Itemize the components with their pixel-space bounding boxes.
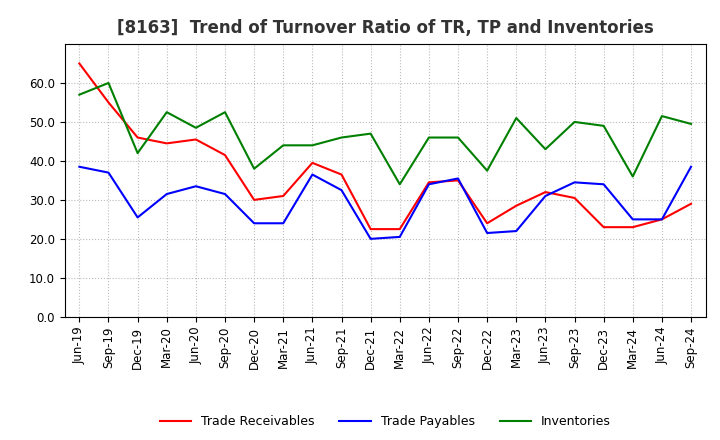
Trade Payables: [279, 220, 287, 226]
Trade Payables: [395, 234, 404, 239]
Trade Payables: [483, 231, 492, 236]
Trade Payables: [163, 191, 171, 197]
Trade Receivables: [512, 203, 521, 209]
Inventories: [541, 147, 550, 152]
Inventories: [483, 168, 492, 173]
Trade Receivables: [570, 195, 579, 201]
Line: Trade Receivables: Trade Receivables: [79, 63, 691, 229]
Trade Payables: [250, 220, 258, 226]
Trade Receivables: [454, 178, 462, 183]
Line: Trade Payables: Trade Payables: [79, 167, 691, 239]
Trade Payables: [308, 172, 317, 177]
Trade Receivables: [483, 220, 492, 226]
Inventories: [366, 131, 375, 136]
Trade Payables: [570, 180, 579, 185]
Trade Payables: [512, 228, 521, 234]
Trade Receivables: [279, 193, 287, 198]
Trade Receivables: [629, 224, 637, 230]
Inventories: [220, 110, 229, 115]
Inventories: [599, 123, 608, 128]
Inventories: [279, 143, 287, 148]
Trade Receivables: [220, 152, 229, 158]
Inventories: [395, 182, 404, 187]
Title: [8163]  Trend of Turnover Ratio of TR, TP and Inventories: [8163] Trend of Turnover Ratio of TR, TP…: [117, 19, 654, 37]
Trade Receivables: [687, 201, 696, 206]
Trade Receivables: [192, 137, 200, 142]
Trade Receivables: [250, 197, 258, 202]
Trade Receivables: [337, 172, 346, 177]
Inventories: [454, 135, 462, 140]
Trade Payables: [425, 182, 433, 187]
Trade Receivables: [657, 217, 666, 222]
Trade Receivables: [395, 227, 404, 232]
Trade Payables: [629, 217, 637, 222]
Legend: Trade Receivables, Trade Payables, Inventories: Trade Receivables, Trade Payables, Inven…: [155, 411, 616, 433]
Trade Receivables: [366, 227, 375, 232]
Trade Payables: [687, 164, 696, 169]
Inventories: [104, 81, 113, 86]
Inventories: [657, 114, 666, 119]
Trade Receivables: [541, 190, 550, 195]
Trade Payables: [599, 182, 608, 187]
Trade Payables: [75, 164, 84, 169]
Trade Payables: [366, 236, 375, 242]
Trade Payables: [454, 176, 462, 181]
Inventories: [163, 110, 171, 115]
Trade Receivables: [163, 141, 171, 146]
Inventories: [337, 135, 346, 140]
Trade Receivables: [599, 224, 608, 230]
Inventories: [308, 143, 317, 148]
Inventories: [250, 166, 258, 171]
Inventories: [687, 121, 696, 127]
Trade Payables: [220, 191, 229, 197]
Line: Inventories: Inventories: [79, 83, 691, 184]
Trade Payables: [657, 217, 666, 222]
Inventories: [425, 135, 433, 140]
Trade Payables: [104, 170, 113, 175]
Trade Payables: [133, 215, 142, 220]
Inventories: [629, 174, 637, 179]
Trade Payables: [192, 183, 200, 189]
Trade Receivables: [425, 180, 433, 185]
Trade Receivables: [104, 100, 113, 105]
Trade Payables: [337, 187, 346, 193]
Trade Receivables: [75, 61, 84, 66]
Inventories: [75, 92, 84, 97]
Trade Receivables: [133, 135, 142, 140]
Inventories: [512, 115, 521, 121]
Inventories: [570, 119, 579, 125]
Inventories: [133, 150, 142, 156]
Trade Receivables: [308, 160, 317, 165]
Inventories: [192, 125, 200, 130]
Trade Payables: [541, 193, 550, 198]
